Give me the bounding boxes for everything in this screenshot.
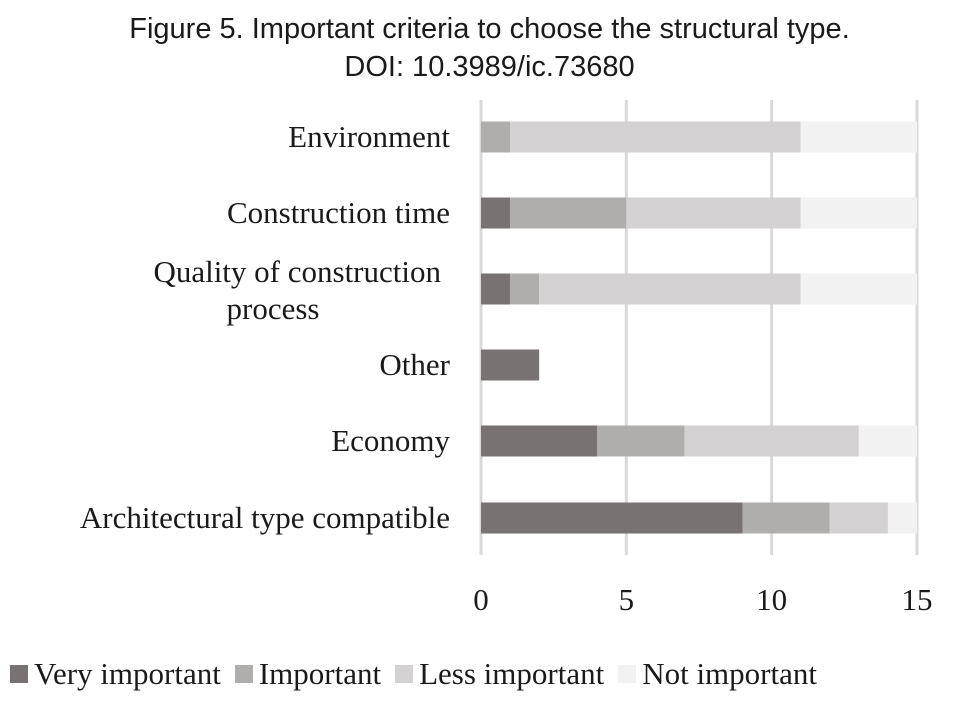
- bar-segment: [626, 197, 801, 229]
- bar-segment: [800, 121, 917, 153]
- chart-title: Figure 5. Important criteria to choose t…: [129, 13, 850, 45]
- x-tick-label: 5: [619, 582, 635, 617]
- legend-swatch: [395, 665, 414, 683]
- bar-segment: [510, 273, 540, 305]
- bar-segment: [742, 502, 830, 534]
- bar-segment: [597, 425, 685, 457]
- category-label: Economy: [331, 423, 450, 458]
- x-tick-label: 0: [473, 582, 489, 617]
- bar-segment: [887, 502, 917, 534]
- category-label-line2: process: [227, 291, 320, 326]
- bars: [481, 121, 917, 534]
- chart-plot: Environment Construction time Quality of c…: [80, 100, 933, 617]
- category-label: Other: [379, 347, 450, 382]
- bar-segment: [684, 425, 859, 457]
- legend-swatch: [618, 665, 637, 683]
- bar-segment: [800, 273, 917, 305]
- bar-segment: [481, 502, 743, 534]
- category-label: Architectural type compatible: [80, 500, 450, 535]
- bar-segment: [829, 502, 888, 534]
- legend: Very important Important Less important Not…: [10, 654, 979, 694]
- x-tick-label: 15: [902, 582, 933, 617]
- category-label: Construction time: [227, 195, 450, 230]
- bar-segment: [510, 197, 627, 229]
- gridlines: [479, 100, 919, 555]
- bar-segment: [481, 121, 511, 153]
- legend-label: Less important: [419, 656, 605, 691]
- bar-segment: [481, 273, 511, 305]
- bar-segment: [539, 273, 801, 305]
- legend-item: Important: [234, 656, 382, 692]
- legend-label: Important: [258, 656, 382, 691]
- bar-segment: [858, 425, 917, 457]
- legend-label: Not important: [642, 656, 817, 691]
- bar-segment: [510, 121, 801, 153]
- category-label: Quality of construction: [153, 254, 441, 289]
- category-label: Environment: [288, 119, 450, 154]
- x-axis-ticks: 0 5 10 15: [473, 582, 932, 617]
- bar-segment: [481, 197, 511, 229]
- x-tick-label: 10: [756, 582, 787, 617]
- legend-label: Very important: [34, 656, 221, 691]
- category-labels: Environment Construction time Quality of c…: [80, 119, 451, 535]
- bar-segment: [481, 349, 540, 381]
- legend-item: Less important: [395, 656, 604, 692]
- chart-subtitle: DOI: 10.3989/ic.73680: [344, 51, 635, 83]
- bar-segment: [800, 197, 917, 229]
- legend-swatch: [234, 665, 253, 683]
- legend-item: Very important: [10, 656, 221, 692]
- bar-segment: [481, 425, 598, 457]
- legend-swatch: [10, 665, 28, 683]
- legend-item: Not important: [618, 656, 817, 692]
